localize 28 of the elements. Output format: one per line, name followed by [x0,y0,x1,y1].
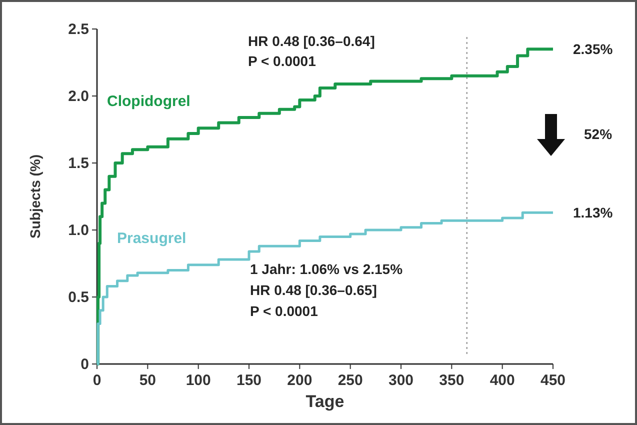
x-tick-label: 200 [287,372,312,389]
annotation: 2.35% [573,41,614,58]
x-tick-label: 400 [490,372,515,389]
text: 52% [584,126,613,142]
series-label: Prasugrel [117,230,186,247]
y-axis-title: Subjects (%) [27,154,43,239]
y-tick-label: 0 [80,356,89,373]
annotation: HR 0.48 [0.36–0.64] [248,33,375,49]
x-tick-label: 50 [139,372,156,389]
annotation: HR 0.48 [0.36–0.65] [250,282,377,298]
annotation: 1.13% [573,204,614,221]
x-tick-label: 350 [439,372,464,389]
annotation: P < 0.0001 [248,53,316,69]
x-tick-label: 250 [338,372,363,389]
x-axis-title: Tage [306,392,344,411]
x-tick-label: 300 [388,372,414,389]
x-tick-label: 150 [236,372,262,389]
annotation: P < 0.0001 [250,303,318,319]
y-tick-label: 1.5 [68,155,89,172]
annotation: 1 Jahr: 1.06% vs 2.15% [250,261,404,277]
x-tick-label: 0 [92,372,102,389]
series-label: Clopidogrel [107,93,190,110]
y-tick-label: 1.0 [68,222,89,239]
y-tick-label: 2.0 [68,88,89,105]
x-tick-label: 450 [540,372,566,389]
y-tick-label: 0.5 [68,289,89,306]
y-tick-label: 2.5 [68,21,89,38]
x-tick-label: 100 [186,372,211,389]
